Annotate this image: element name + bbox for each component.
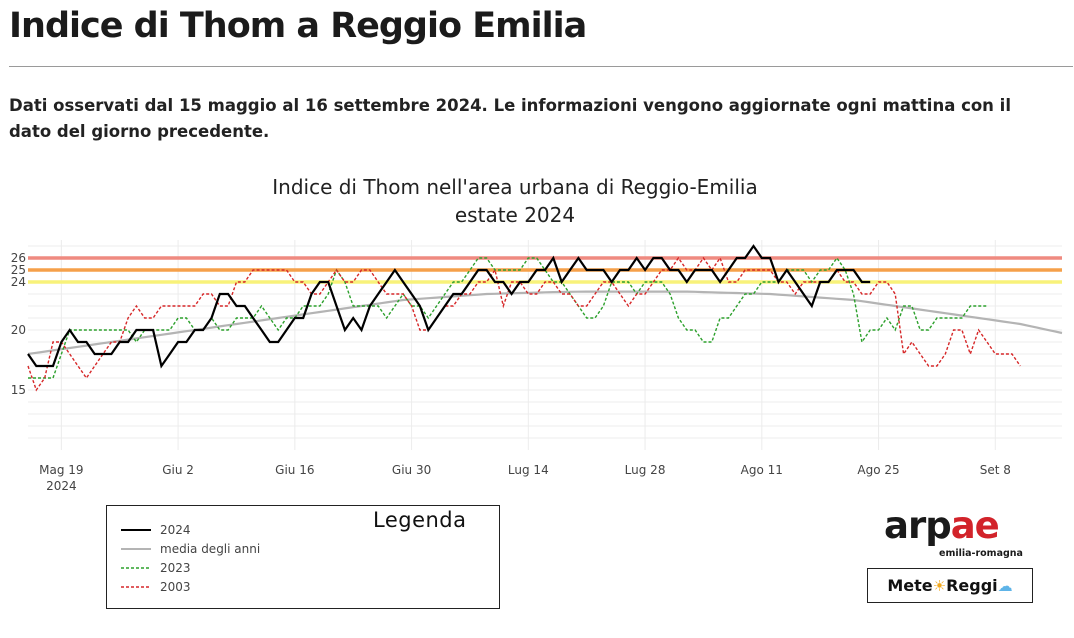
x-tick-label: Ago 11 [741, 463, 783, 477]
x-tick-label: Giu 2 [162, 463, 194, 477]
chart-title-line1: Indice di Thom nell'area urbana di Reggi… [272, 175, 757, 199]
y-tick-label: 24 [11, 275, 26, 289]
arpae-subtitle: emilia-romagna [939, 548, 1023, 559]
legend-box: Legenda 2024 media degli anni 2023 2003 [106, 505, 500, 609]
y-tick-label: 15 [11, 383, 26, 397]
y-tick-label: 20 [11, 323, 26, 337]
legend-label-2023: 2023 [160, 561, 191, 575]
arpae-logo[interactable]: arpae emilia-romagna [884, 504, 1034, 562]
legend-swatch-2024 [121, 529, 151, 531]
series-line-2024 [27, 244, 871, 369]
legend-label-2003: 2003 [160, 580, 191, 594]
y-tick-label: 25 [11, 263, 26, 277]
x-tick-label: Set 8 [980, 463, 1011, 477]
x-tick-label: Lug 14 [508, 463, 549, 477]
sun-icon: ☀ [932, 576, 947, 595]
page-title: Indice di Thom a Reggio Emilia [9, 6, 587, 46]
x-tick-sublabel: 2024 [46, 479, 77, 493]
chart-title-line2: estate 2024 [455, 203, 575, 227]
series-line-2003 [27, 256, 1021, 392]
legend-label-media: media degli anni [160, 542, 261, 556]
legend-item-2003: 2003 [121, 578, 191, 596]
thom-index-chart: Indice di Thom nell'area urbana di Reggi… [11, 175, 1063, 493]
legend-item-media: media degli anni [121, 540, 260, 558]
series-line-media-degli-anni [27, 290, 1063, 356]
legend-swatch-2023 [121, 567, 151, 569]
legend-label-2024: 2024 [160, 523, 191, 537]
arpae-wordmark: arpae [884, 504, 1000, 547]
x-axis-ticks: Mag 19 2024 Giu 2 Giu 16 Giu 30 Lug 14 Lug 28 A… [39, 463, 1011, 493]
x-tick-label: Mag 19 [39, 463, 83, 477]
cloud-icon: ☁ [997, 576, 1013, 595]
legend-swatch-2003 [121, 586, 151, 588]
x-tick-label: Lug 28 [625, 463, 666, 477]
legend-item-2023: 2023 [121, 559, 191, 577]
meteo-reggio-logo[interactable]: Mete ☀ Reggi ☁ [867, 568, 1033, 603]
y-tick-label: 26 [11, 251, 26, 265]
intro-text: Dati osservati dal 15 maggio al 16 sette… [9, 96, 1011, 141]
title-divider [9, 66, 1073, 67]
meteo-text-1: Mete [887, 576, 933, 595]
meteo-text-2: Reggi [946, 576, 998, 595]
legend-swatch-media [121, 548, 151, 550]
x-tick-label: Giu 16 [275, 463, 314, 477]
x-tick-label: Ago 25 [857, 463, 899, 477]
legend-title: Legenda [373, 508, 467, 532]
legend-item-2024: 2024 [121, 521, 191, 539]
series-layer [27, 244, 1063, 392]
x-tick-label: Giu 30 [392, 463, 431, 477]
